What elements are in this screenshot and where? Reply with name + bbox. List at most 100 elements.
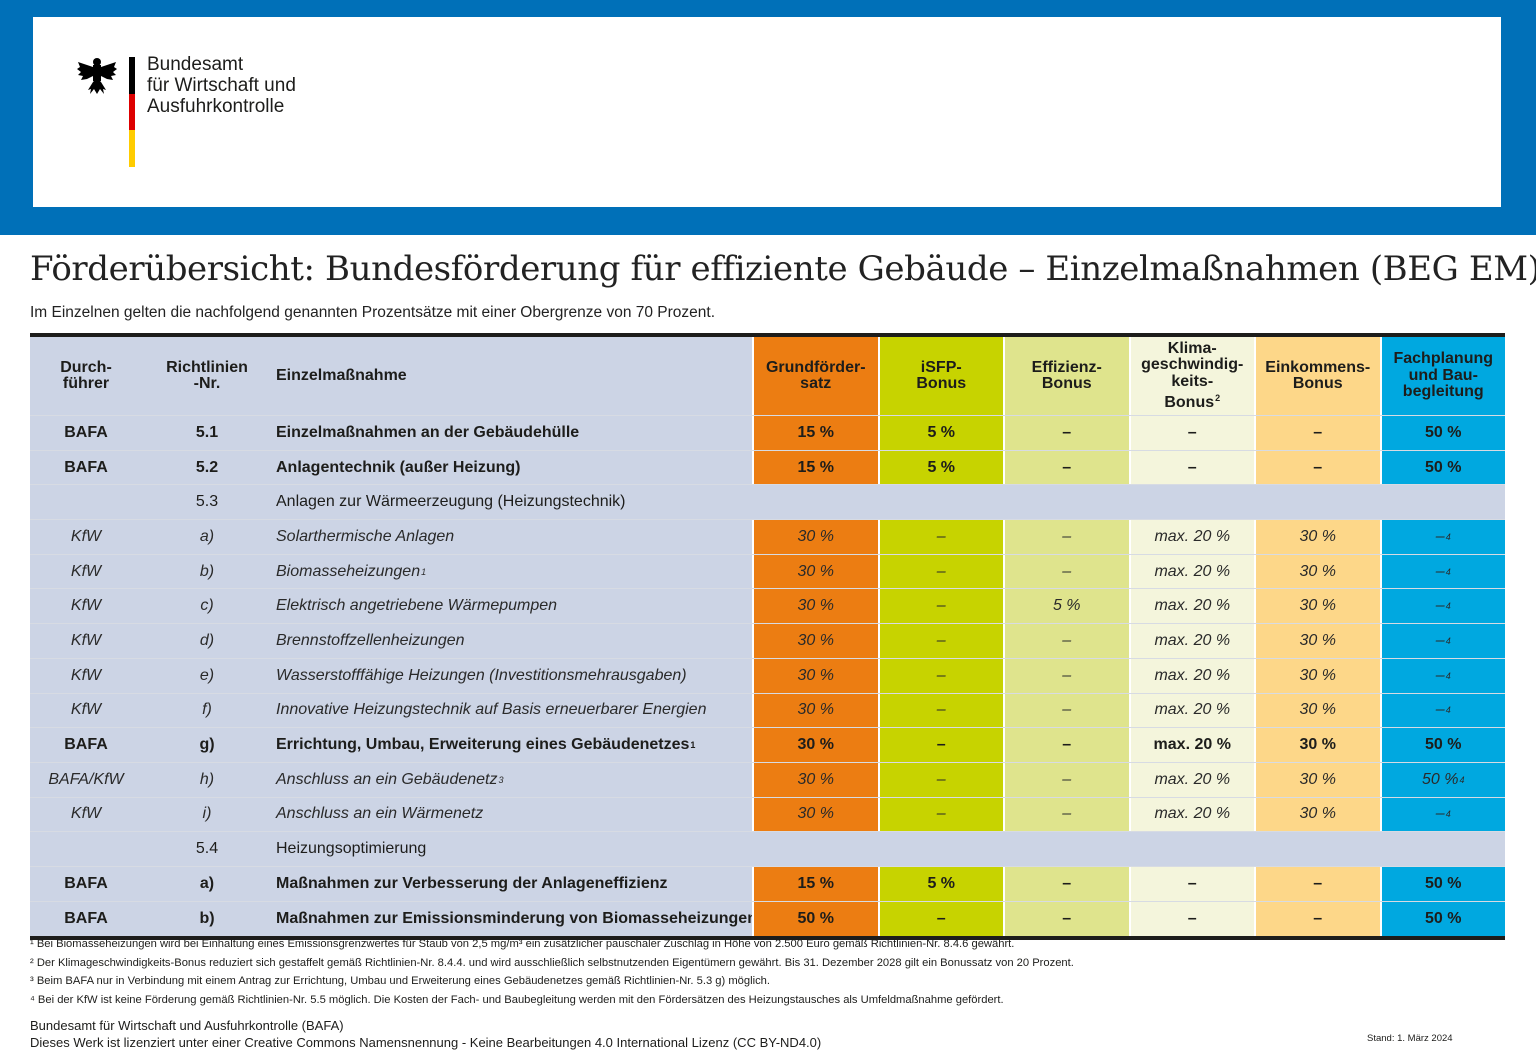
cell-value: –	[1003, 866, 1129, 901]
cell-value: max. 20 %	[1128, 554, 1254, 589]
table-row: KfW e) Wasserstofffähige Heizungen (Invest…	[30, 658, 1505, 694]
table-row: BAFA 5.1 Einzelmaßnahmen an der Gebäudehül…	[30, 416, 1505, 451]
cell-value: 30 %	[1254, 520, 1380, 554]
header-value-column: iSFP- Bonus	[877, 337, 1003, 415]
table-header-row: Durch-führer Richtlinien -Nr. Einzelmaßna…	[30, 337, 1505, 416]
footnote-marker: 4	[1445, 635, 1451, 646]
cell-value: 30 %	[752, 658, 878, 693]
funding-table: Durch-führer Richtlinien -Nr. Einzelmaßna…	[30, 333, 1505, 941]
cell-durchfuehrer: BAFA	[30, 728, 142, 762]
cell-durchfuehrer: KfW	[30, 797, 142, 832]
cell-value: 50 %	[1379, 866, 1505, 901]
cell-value: –	[1128, 416, 1254, 450]
cell-value: 30 %	[1254, 554, 1380, 589]
cell-value: –	[1254, 450, 1380, 485]
cell-value: –	[1003, 797, 1129, 832]
cell-value: 30 %	[1254, 797, 1380, 832]
cell-richtlinien-nr: 5.1	[142, 416, 272, 450]
cell-value: 30 %	[1254, 658, 1380, 693]
cell-value: –	[1003, 624, 1129, 658]
cell-value: max. 20 %	[1128, 762, 1254, 797]
cell-value: –	[1003, 554, 1129, 589]
cell-value: 50 %	[1379, 901, 1505, 937]
page-title: Förderübersicht: Bundesförderung für eff…	[30, 249, 1536, 289]
cell-durchfuehrer: BAFA/KfW	[30, 762, 142, 797]
cell-massnahme: Innovative Heizungstechnik auf Basis ern…	[272, 693, 752, 728]
cell-value: –	[877, 762, 1003, 797]
footnote: ¹ Bei Biomasseheizungen wird bei Einhalt…	[30, 938, 1015, 950]
cell-value: –	[1254, 866, 1380, 901]
footnotes: ¹ Bei Biomasseheizungen wird bei Einhalt…	[30, 935, 1074, 1009]
header-value-column: Einkommens- Bonus	[1254, 337, 1380, 415]
cell-durchfuehrer	[30, 485, 142, 519]
cell-value: –	[877, 728, 1003, 762]
german-flag-bar	[129, 57, 135, 167]
cell-richtlinien-nr: d)	[142, 624, 272, 658]
cell-value: 30 %	[752, 520, 878, 554]
table-row: KfW c) Elektrisch angetriebene Wärmepumpen…	[30, 589, 1505, 625]
cell-value: –	[877, 624, 1003, 658]
cell-value: –	[1003, 728, 1129, 762]
cell-richtlinien-nr: b)	[142, 554, 272, 589]
cell-richtlinien-nr: g)	[142, 728, 272, 762]
cell-value: –	[877, 693, 1003, 728]
cell-durchfuehrer: BAFA	[30, 450, 142, 485]
cell-value: –4	[1379, 554, 1505, 589]
cell-value: max. 20 %	[1128, 728, 1254, 762]
header-value-column: Klima-geschwindig-keits- Bonus2	[1128, 337, 1254, 415]
footnote-marker: 4	[1445, 601, 1451, 612]
cell-massnahme: Errichtung, Umbau, Erweiterung eines Geb…	[272, 728, 752, 762]
cell-value: 30 %	[1254, 693, 1380, 728]
cell-durchfuehrer: KfW	[30, 693, 142, 728]
footnote-marker: 1	[690, 740, 696, 751]
cell-richtlinien-nr: c)	[142, 589, 272, 624]
footnote: ⁴ Bei der KfW ist keine Förderung gemäß …	[30, 993, 1004, 1006]
cell-durchfuehrer: KfW	[30, 554, 142, 589]
org-line: Ausfuhrkontrolle	[147, 96, 285, 117]
cell-richtlinien-nr: e)	[142, 658, 272, 693]
cell-value: –	[1003, 658, 1129, 693]
cell-value: –	[1254, 901, 1380, 937]
cell-value: 5 %	[877, 866, 1003, 901]
footnote-marker: 1	[421, 566, 427, 577]
cell-durchfuehrer: KfW	[30, 520, 142, 554]
cell-richtlinien-nr: h)	[142, 762, 272, 797]
cell-group-title: Anlagen zur Wärmeerzeugung (Heizungstech…	[276, 493, 626, 511]
cell-massnahme: Maßnahmen zur Verbesserung der Anlagenef…	[272, 866, 752, 901]
cell-durchfuehrer: BAFA	[30, 866, 142, 901]
cell-value: max. 20 %	[1128, 797, 1254, 832]
footer: Bundesamt für Wirtschaft und Ausfuhrkont…	[30, 1017, 821, 1051]
cell-value: 15 %	[752, 450, 878, 485]
cell-value: 30 %	[752, 624, 878, 658]
cell-value: 15 %	[752, 866, 878, 901]
cell-durchfuehrer: BAFA	[30, 416, 142, 450]
cell-richtlinien-nr: f)	[142, 693, 272, 728]
cell-value: –	[877, 520, 1003, 554]
federal-eagle-icon	[77, 58, 117, 94]
table-row: KfW i) Anschluss an ein Wärmenetz 30 % – – max…	[30, 797, 1505, 833]
cell-value: max. 20 %	[1128, 658, 1254, 693]
table-row: BAFA a) Maßnahmen zur Verbesserung der Anl…	[30, 866, 1505, 902]
cell-value: max. 20 %	[1128, 693, 1254, 728]
cell-value: 30 %	[752, 589, 878, 624]
cell-value: –4	[1379, 693, 1505, 728]
cell-value: –	[877, 797, 1003, 832]
cell-value: max. 20 %	[1128, 589, 1254, 624]
cell-massnahme: Elektrisch angetriebene Wärmepumpen	[272, 589, 752, 624]
cell-richtlinien-nr: a)	[142, 866, 272, 901]
cell-value: 5 %	[1003, 589, 1129, 624]
cell-value: 30 %	[1254, 762, 1380, 797]
table-row: KfW d) Brennstoffzellenheizungen 30 % – – max.…	[30, 624, 1505, 659]
cell-value: 30 %	[1254, 728, 1380, 762]
cell-value: –4	[1379, 589, 1505, 624]
header-richtlinien-nr: Richtlinien -Nr.	[142, 337, 272, 415]
cell-value: 30 %	[752, 797, 878, 832]
footnote: ³ Beim BAFA nur in Verbindung mit einem …	[30, 975, 770, 988]
cell-value: 5 %	[877, 450, 1003, 485]
cell-value: –	[1003, 450, 1129, 485]
cell-massnahme: Anschluss an ein Wärmenetz	[272, 797, 752, 832]
cell-value: –	[1254, 416, 1380, 450]
cell-durchfuehrer: KfW	[30, 589, 142, 624]
cell-massnahme: Einzelmaßnahmen an der Gebäudehülle	[272, 416, 752, 450]
table-row: KfW a) Solarthermische Anlagen 30 % – – max. 2…	[30, 520, 1505, 555]
